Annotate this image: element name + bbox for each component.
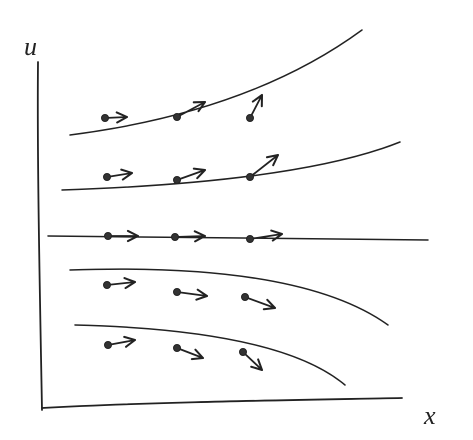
velocity-arrow xyxy=(107,335,137,348)
velocity-arrow xyxy=(174,230,207,243)
particle-dot xyxy=(241,293,249,301)
velocity-arrows xyxy=(101,93,284,372)
streamline xyxy=(69,29,363,136)
velocity-arrow xyxy=(242,351,264,372)
velocity-arrow xyxy=(249,229,284,242)
velocity-arrow xyxy=(249,153,280,178)
particle-dot xyxy=(104,232,112,240)
particle-dot xyxy=(104,341,112,349)
velocity-arrow xyxy=(106,277,137,290)
x-axis-label: x xyxy=(423,401,436,430)
particle-dot xyxy=(101,114,109,122)
velocity-arrow xyxy=(176,288,209,301)
particle-dot xyxy=(173,113,181,121)
particle-dot xyxy=(239,348,247,356)
velocity-arrow xyxy=(176,100,207,118)
y-axis xyxy=(36,61,43,411)
y-axis-label: u xyxy=(24,32,37,61)
particle-dot xyxy=(246,173,254,181)
streamline xyxy=(61,141,401,191)
particle-dot xyxy=(171,233,179,241)
velocity-arrow xyxy=(176,167,207,181)
velocity-arrow xyxy=(176,347,205,361)
velocity-arrow xyxy=(249,93,264,119)
particle-dot xyxy=(246,235,254,243)
particle-dot xyxy=(173,176,181,184)
x-axis xyxy=(41,397,403,409)
velocity-arrow xyxy=(106,168,134,181)
particle-dot xyxy=(103,173,111,181)
velocity-arrow xyxy=(244,296,277,311)
streamline xyxy=(69,268,389,326)
particle-dot xyxy=(246,114,254,122)
particle-dot xyxy=(173,288,181,296)
particle-dot xyxy=(173,344,181,352)
particle-dot xyxy=(103,281,111,289)
streamline xyxy=(47,235,429,241)
streamline xyxy=(74,324,346,386)
